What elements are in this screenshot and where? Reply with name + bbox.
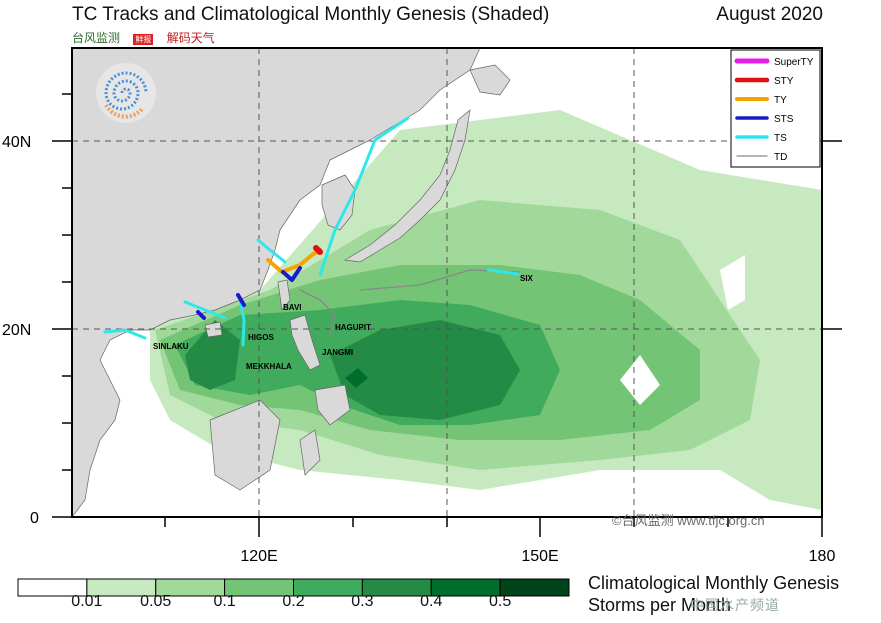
land-borneo: [209, 399, 281, 491]
land-sulawesi: [299, 429, 321, 476]
lon-label-150e: 150E: [521, 548, 558, 565]
storm-tracks: [103, 116, 521, 347]
land-asia: [72, 48, 481, 517]
land-masses: [72, 48, 511, 517]
track-ty-bavi: [266, 248, 322, 274]
colorbar-title: Climatological Monthly Genesis Storms pe…: [588, 572, 839, 616]
brand-badge: 鲜报: [133, 34, 154, 45]
colorbar-tick-label: 0.4: [420, 593, 443, 610]
colorbar-tick-label: 0.2: [282, 593, 305, 610]
watermark-2: 中国水产频道: [690, 597, 780, 613]
track-sty-bavi: [313, 245, 323, 255]
colorbar: [17, 578, 570, 597]
legend-label-sts: STS: [774, 114, 794, 125]
land-mindanao: [314, 384, 351, 426]
label-mekkhala: MEKKHALA: [246, 362, 292, 371]
brand-a: 台风监测: [72, 31, 121, 45]
track-ts-north: [318, 116, 410, 277]
track-ts-sinlaku: [103, 328, 147, 340]
legend-label-ts: TS: [774, 133, 787, 144]
track-ts-mekkhala: [238, 298, 246, 347]
storm-labels: SIX BAVI HAGUPIT JANGMI HIGOS SINLAKU ME…: [153, 274, 534, 371]
genesis-hole-1: [720, 255, 745, 310]
genesis-band-04: [330, 320, 520, 420]
genesis-band-04b: [185, 320, 240, 390]
legend-label-sty: STY: [774, 76, 794, 87]
colorbar-title-line1: Climatological Monthly Genesis: [588, 573, 840, 593]
track-sts-sinlaku: [196, 310, 206, 320]
axis-labels: 40N 20N 0 120E 150E 180: [2, 134, 835, 565]
genesis-peak: [345, 368, 368, 388]
lat-label-0: 0: [30, 510, 39, 527]
legend-label-superty: SuperTY: [774, 57, 814, 68]
track-td-2: [299, 289, 336, 336]
track-ts-higos: [183, 300, 227, 320]
map-title: TC Tracks and Climatological Monthly Gen…: [72, 4, 550, 25]
lat-label-40n: 40N: [2, 134, 31, 151]
lon-label-120e: 120E: [240, 548, 277, 565]
colorbar-tick-label: 0.3: [351, 593, 374, 610]
typhoon-logo-icon: [96, 63, 156, 123]
brand-b: 解码天气: [166, 31, 215, 45]
colorbar-title-line2: Storms per Month: [588, 595, 732, 615]
colorbar-tick-label: 0.5: [489, 593, 512, 610]
grid-lines: [72, 48, 822, 517]
land-korea: [321, 174, 356, 231]
colorbar-tick-label: 0.05: [140, 593, 172, 610]
legend-label-td: TD: [774, 152, 787, 163]
map-date: August 2020: [716, 4, 823, 25]
lat-label-20n: 20N: [2, 322, 31, 339]
label-bavi: BAVI: [283, 303, 302, 312]
land-hainan: [204, 321, 223, 338]
track-sts-higos: [236, 293, 246, 307]
watermark: ©台风监测 www.tfjc.org.cn: [612, 513, 765, 528]
label-jangmi: JANGMI: [322, 348, 353, 357]
label-sinlaku: SINLAKU: [153, 342, 189, 351]
track-ts-six: [486, 268, 520, 276]
label-higos: HIGOS: [248, 333, 274, 342]
track-legend: SuperTY STY TY STS TS TD: [730, 49, 821, 168]
axis-ticks: [52, 93, 842, 537]
colorbar-tick-label: 0.1: [213, 593, 236, 610]
legend-label-ty: TY: [774, 95, 787, 106]
label-six: SIX: [520, 274, 534, 283]
land-taiwan: [277, 279, 291, 311]
genesis-hole-2: [620, 355, 660, 405]
land-japan: [343, 109, 471, 263]
colorbar-tick-label: 0.01: [71, 593, 103, 610]
label-hagupit: HAGUPIT: [335, 323, 371, 332]
brand-line: 台风监测 鲜报 解码天气: [72, 29, 215, 46]
colorbar-bin-7: [499, 578, 570, 597]
track-sts-bavi: [281, 266, 302, 282]
track-ts-east: [256, 238, 287, 264]
land-hokkaido: [469, 64, 511, 96]
lon-label-180: 180: [809, 548, 836, 565]
